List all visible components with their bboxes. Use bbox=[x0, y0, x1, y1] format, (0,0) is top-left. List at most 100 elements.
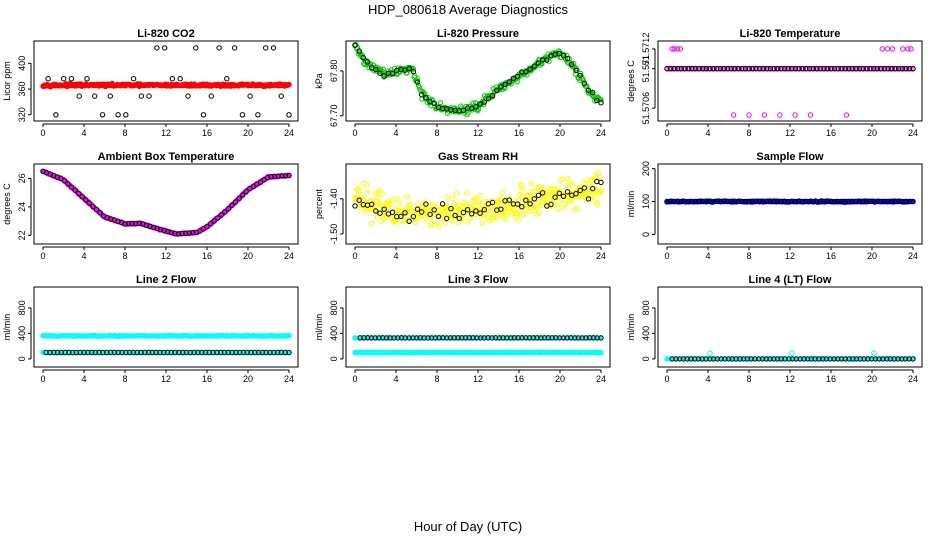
x-tick-label: 4 bbox=[393, 251, 398, 261]
data-point bbox=[816, 356, 822, 362]
y-tick-label: 800 bbox=[641, 300, 651, 315]
data-point bbox=[66, 349, 72, 356]
data-point bbox=[824, 198, 831, 205]
data-point bbox=[489, 92, 496, 99]
data-point bbox=[451, 335, 457, 341]
data-point bbox=[377, 187, 383, 194]
data-point bbox=[812, 356, 818, 362]
data-point bbox=[725, 356, 732, 362]
data-point bbox=[677, 46, 683, 52]
data-point bbox=[884, 356, 890, 362]
x-tick-label: 16 bbox=[202, 251, 212, 261]
data-point bbox=[678, 66, 684, 72]
data-point bbox=[123, 112, 129, 118]
data-point bbox=[577, 187, 583, 194]
data-point bbox=[721, 198, 727, 205]
data-point bbox=[68, 76, 75, 82]
data-point bbox=[671, 46, 677, 52]
x-tick-label: 20 bbox=[555, 128, 565, 138]
data-point bbox=[589, 196, 595, 203]
data-point bbox=[391, 335, 397, 341]
x-tick-label: 8 bbox=[122, 251, 127, 261]
data-point bbox=[506, 197, 512, 203]
data-point bbox=[583, 335, 589, 341]
x-tick-label: 12 bbox=[161, 374, 171, 384]
data-point bbox=[559, 176, 565, 182]
data-point bbox=[107, 349, 114, 356]
y-tick-label: 51.5712 bbox=[641, 33, 651, 66]
data-point bbox=[199, 349, 205, 356]
data-point bbox=[560, 196, 566, 203]
data-point bbox=[444, 194, 450, 200]
data-point bbox=[523, 69, 529, 75]
data-point bbox=[154, 45, 160, 51]
x-tick-label: 0 bbox=[352, 128, 357, 138]
data-point bbox=[489, 199, 496, 206]
y-tick-label: 400 bbox=[641, 326, 651, 341]
data-point bbox=[437, 100, 444, 106]
data-point bbox=[881, 198, 888, 205]
data-point bbox=[792, 112, 798, 118]
data-point bbox=[753, 66, 759, 72]
data-point bbox=[164, 349, 171, 356]
data-point bbox=[857, 356, 863, 362]
data-point bbox=[594, 202, 600, 208]
data-point bbox=[867, 198, 873, 205]
data-point bbox=[678, 198, 684, 205]
data-point bbox=[692, 356, 698, 362]
data-point bbox=[470, 202, 477, 209]
x-tick-label: 8 bbox=[746, 374, 751, 384]
data-point bbox=[270, 45, 277, 51]
plot-frame bbox=[33, 40, 299, 122]
data-point bbox=[789, 350, 795, 356]
y-tick-label: 0 bbox=[329, 356, 339, 361]
x-tick-label: 24 bbox=[596, 374, 606, 384]
data-point bbox=[871, 198, 877, 205]
data-point bbox=[585, 196, 592, 202]
plot-frame bbox=[657, 163, 923, 245]
data-point bbox=[387, 201, 393, 208]
data-point bbox=[575, 335, 582, 341]
data-point bbox=[560, 53, 567, 59]
data-point bbox=[885, 198, 891, 205]
x-tick-label: 20 bbox=[243, 251, 253, 261]
data-point bbox=[263, 45, 269, 51]
series-co2-1 bbox=[45, 45, 292, 118]
x-tick-label: 20 bbox=[555, 374, 565, 384]
data-point bbox=[96, 349, 102, 356]
data-point bbox=[402, 210, 408, 216]
x-tick-label: 24 bbox=[596, 251, 606, 261]
data-point bbox=[278, 93, 284, 99]
data-point bbox=[671, 66, 677, 72]
data-point bbox=[79, 194, 85, 200]
data-point bbox=[896, 66, 902, 72]
panel-co2: Li-820 CO2 0 4 8 12 16 20 24 320 360 400 Licor ppm bbox=[2, 28, 299, 138]
data-point bbox=[436, 223, 442, 229]
data-point bbox=[76, 93, 82, 99]
x-tick-label: 20 bbox=[867, 374, 877, 384]
data-point bbox=[831, 66, 838, 72]
data-point bbox=[860, 66, 866, 72]
data-point bbox=[146, 93, 152, 99]
data-point bbox=[598, 349, 604, 356]
data-point bbox=[763, 356, 769, 362]
data-point bbox=[77, 349, 83, 356]
data-point bbox=[703, 356, 709, 362]
data-point bbox=[879, 46, 885, 52]
panel-line3: Line 3 Flow 0 4 8 12 16 20 24 0 400 800 ml/min bbox=[314, 274, 611, 384]
data-point bbox=[423, 95, 429, 101]
data-point bbox=[835, 199, 841, 205]
data-point bbox=[236, 195, 242, 202]
data-point bbox=[674, 46, 680, 52]
data-point bbox=[667, 198, 674, 204]
data-point bbox=[718, 356, 724, 362]
data-point bbox=[479, 220, 486, 227]
data-point bbox=[474, 335, 480, 341]
data-point bbox=[272, 173, 278, 180]
data-point bbox=[494, 87, 500, 94]
data-point bbox=[168, 349, 175, 356]
data-point bbox=[502, 81, 508, 88]
data-point bbox=[460, 107, 467, 114]
data-point bbox=[740, 356, 747, 362]
